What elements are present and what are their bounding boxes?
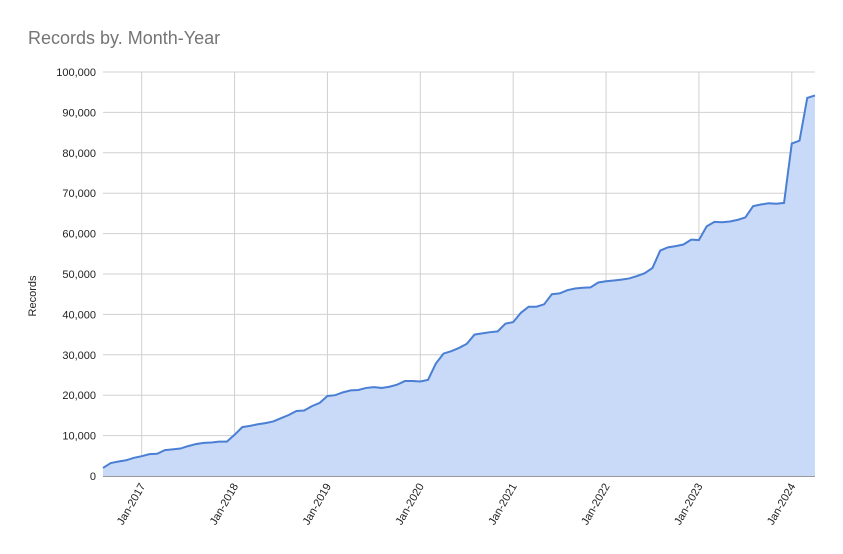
x-tick-label: Jan-2017 [115,482,148,528]
y-tick-label: 60,000 [62,229,96,241]
y-tick-label: 50,000 [62,269,96,281]
area-fill [103,95,815,477]
x-tick-label: Jan-2022 [579,482,612,528]
y-tick-label: 100,000 [56,67,96,79]
x-tick-label: Jan-2018 [208,482,241,528]
y-axis-label: Records [27,275,39,316]
y-tick-label: 70,000 [62,188,96,200]
x-tick-label: Jan-2023 [672,482,705,528]
chart-title: Records by. Month-Year [28,28,220,48]
x-tick-label: Jan-2024 [765,482,798,528]
x-tick-label: Jan-2019 [301,482,334,528]
y-tick-label: 0 [90,471,96,483]
y-tick-label: 30,000 [62,350,96,362]
y-tick-label: 10,000 [62,431,96,443]
y-tick-label: 40,000 [62,309,96,321]
x-tick-label: Jan-2021 [486,482,519,528]
area-line [102,94,816,469]
x-tick-label: Jan-2020 [394,482,427,528]
y-tick-label: 80,000 [62,148,96,160]
y-tick-label: 20,000 [62,390,96,402]
y-tick-label: 90,000 [62,107,96,119]
